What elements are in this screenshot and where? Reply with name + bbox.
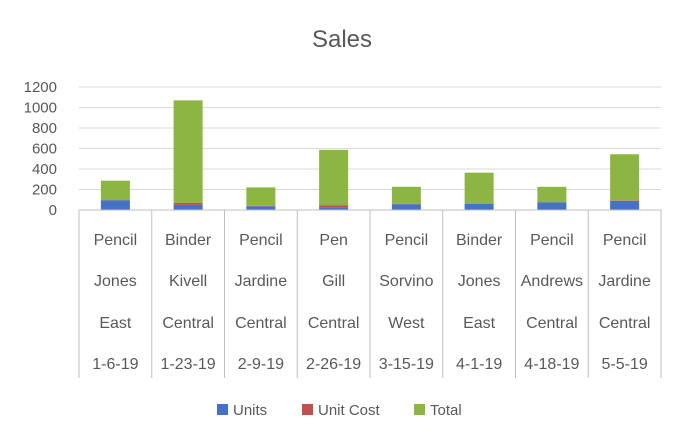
bar-segment [173, 100, 203, 203]
category-label: West [388, 315, 425, 332]
category-label: Jones [94, 273, 137, 290]
y-tick-label: 1200 [24, 79, 57, 96]
category-label: 1-6-19 [92, 356, 138, 373]
category-label: Pen [319, 232, 347, 249]
bar-segment [173, 204, 203, 210]
category-label: Kivell [169, 273, 207, 290]
category-label: Central [235, 315, 287, 332]
category-label: 4-18-19 [524, 356, 579, 373]
bar-segment [173, 202, 203, 205]
category-label: Central [599, 315, 651, 332]
bar-segment [610, 154, 640, 201]
category-label: Binder [165, 232, 212, 249]
category-label: 4-1-19 [456, 356, 502, 373]
legend-label: Units [233, 402, 267, 419]
bar-segment [100, 200, 130, 210]
category-label: Sorvino [379, 273, 433, 290]
y-tick-label: 400 [32, 161, 57, 178]
category-label: Central [308, 315, 360, 332]
category-label: Jones [458, 273, 501, 290]
category-label: Pencil [94, 232, 138, 249]
category-label: East [99, 315, 132, 332]
y-tick-label: 600 [32, 141, 57, 158]
bar-segment [246, 206, 276, 210]
legend-swatch [302, 404, 313, 415]
y-tick-label: 200 [32, 182, 57, 199]
bar-segment [464, 172, 494, 204]
category-label: 3-15-19 [379, 356, 434, 373]
category-label: Pencil [239, 232, 283, 249]
bar-segment [610, 200, 640, 210]
bar-segment [537, 202, 567, 210]
category-label: 2-9-19 [238, 356, 284, 373]
bar-segment [610, 200, 640, 201]
category-label: Pencil [385, 232, 429, 249]
y-tick-label: 0 [49, 202, 57, 219]
bar-segment [464, 203, 494, 210]
legend: Units Unit Cost Total [217, 402, 462, 419]
bar-segment [319, 205, 349, 208]
legend-label: Unit Cost [318, 402, 381, 419]
bar-segment [246, 187, 276, 206]
bar-segment [391, 186, 421, 204]
category-label: Andrews [521, 273, 583, 290]
bar-segment [319, 207, 349, 210]
category-label: Pencil [603, 232, 647, 249]
y-tick-label: 800 [32, 120, 57, 137]
category-label: 5-5-19 [602, 356, 648, 373]
category-label: Central [526, 315, 578, 332]
bar-stack-group [100, 100, 640, 210]
category-label: Binder [456, 232, 503, 249]
legend-label: Total [430, 402, 462, 419]
y-axis-ticks: 0 200 400 600 800 1000 1200 [24, 79, 57, 219]
bar-segment [319, 149, 349, 206]
bar-segment [537, 186, 567, 203]
legend-swatch [414, 404, 425, 415]
category-label: Central [162, 315, 214, 332]
category-label: Gill [322, 273, 345, 290]
category-axis: Pencil Jones East 1-6-19 Binder Kivell Central… [78, 209, 662, 378]
bar-segment [464, 203, 494, 204]
grid-lines [79, 86, 661, 190]
bar-segment [391, 204, 421, 210]
category-label: 2-26-19 [306, 356, 361, 373]
chart-title: Sales [312, 26, 372, 53]
category-label: Pencil [530, 232, 574, 249]
category-label: 1-23-19 [161, 356, 216, 373]
category-label: East [463, 315, 496, 332]
bar-segment [100, 180, 130, 201]
y-tick-label: 1000 [24, 100, 57, 117]
category-label: Jardine [235, 273, 288, 290]
legend-swatch [217, 404, 228, 415]
bar-segment [246, 205, 276, 207]
category-label: Jardine [598, 273, 651, 290]
